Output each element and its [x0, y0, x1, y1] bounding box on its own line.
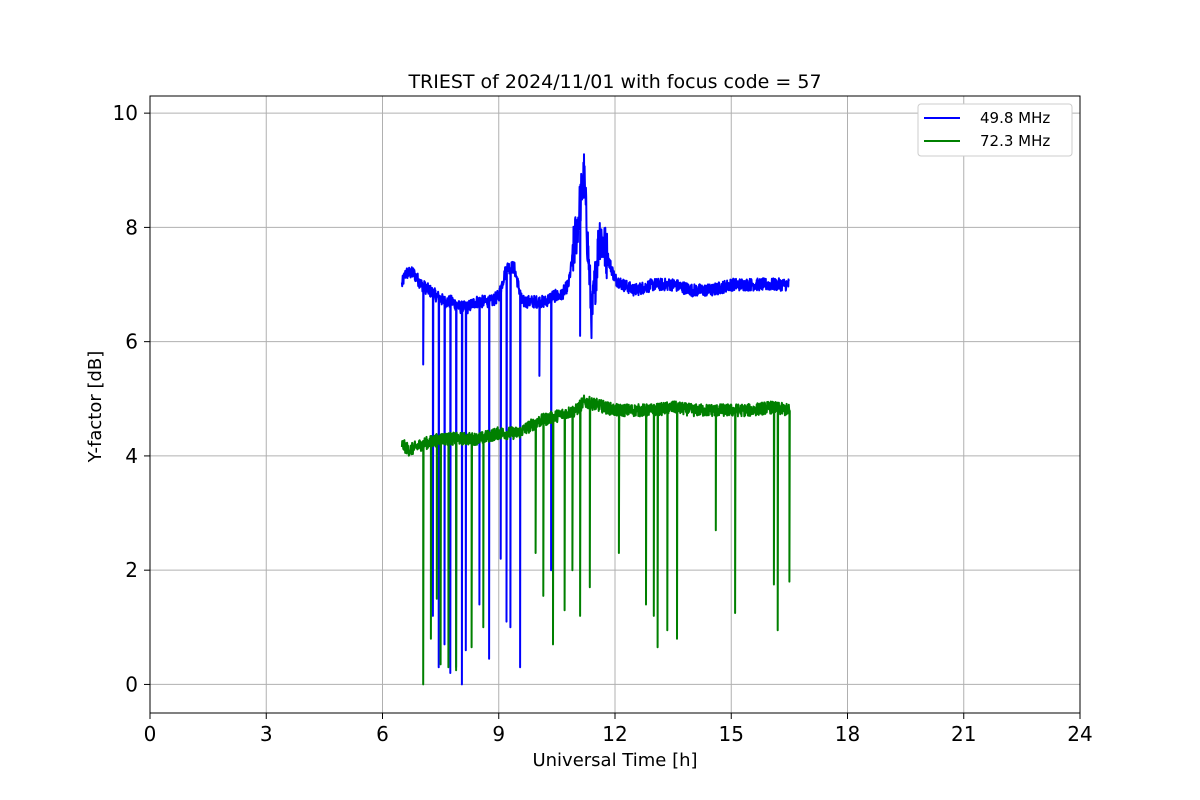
x-axis-label: Universal Time [h]	[532, 750, 697, 771]
y-axis-label: Y-factor [dB]	[85, 351, 106, 464]
x-tick-label: 18	[835, 722, 860, 746]
series-layer	[400, 153, 791, 686]
y-tick-label: 8	[125, 215, 138, 239]
x-tick-label: 24	[1067, 722, 1092, 746]
x-tick-label: 21	[951, 722, 976, 746]
legend: 49.8 MHz 72.3 MHz	[917, 103, 1073, 157]
grid	[149, 96, 1081, 713]
x-tick-label: 6	[376, 722, 389, 746]
y-tick-label: 10	[113, 101, 138, 125]
series-line-0	[400, 153, 791, 686]
y-tick-label: 4	[125, 444, 138, 468]
series-line-1	[400, 394, 791, 686]
y-tick-label: 0	[125, 672, 138, 696]
x-tick-label: 12	[602, 722, 627, 746]
x-tick-label: 15	[719, 722, 744, 746]
legend-label: 49.8 MHz	[980, 109, 1050, 127]
legend-label: 72.3 MHz	[980, 132, 1050, 150]
chart-title: TRIEST of 2024/11/01 with focus code = 5…	[407, 71, 821, 93]
y-tick-label: 6	[125, 330, 138, 354]
x-tick-label: 0	[144, 722, 157, 746]
y-tick-label: 2	[125, 558, 138, 582]
x-tick-label: 3	[260, 722, 273, 746]
x-tick-label: 9	[492, 722, 505, 746]
